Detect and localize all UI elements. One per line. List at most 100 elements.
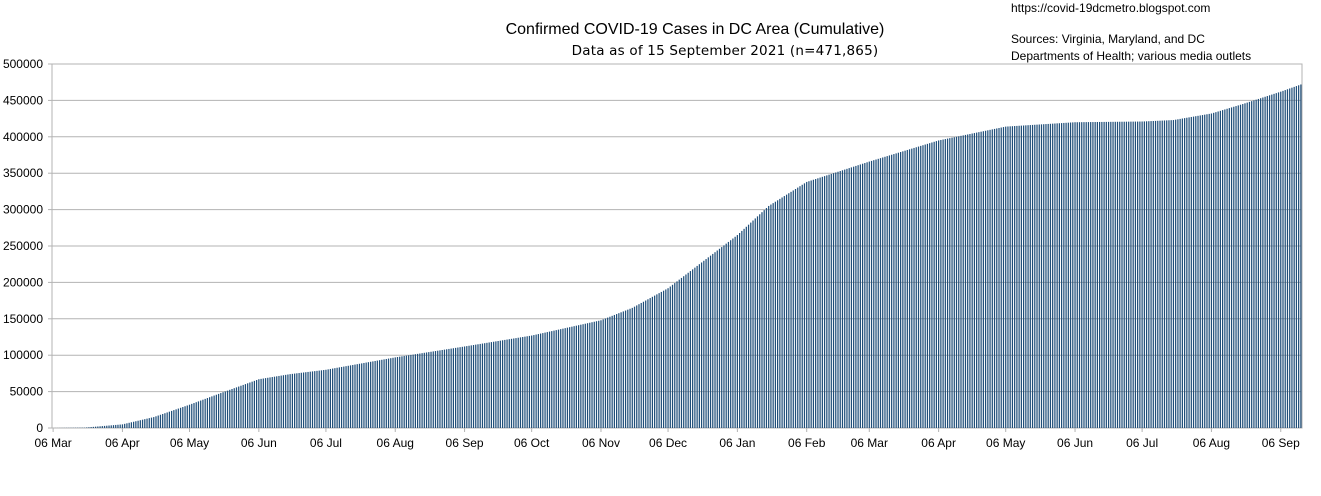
bar [522, 337, 524, 428]
bar [696, 265, 698, 428]
bar [345, 366, 347, 428]
bar [745, 226, 747, 428]
bar [515, 338, 517, 428]
bar [1137, 121, 1139, 428]
bar [584, 323, 586, 428]
bar [1300, 84, 1302, 428]
bar [133, 421, 135, 428]
bar [555, 330, 557, 428]
bar [535, 334, 537, 428]
bar [839, 171, 841, 428]
bar [649, 298, 651, 428]
bar [654, 295, 656, 428]
bar [1291, 87, 1293, 429]
bar [857, 165, 859, 428]
bar [354, 364, 356, 428]
bar [991, 129, 993, 428]
bar [832, 173, 835, 428]
bar [926, 143, 929, 428]
bar [278, 375, 280, 428]
bar [783, 196, 785, 428]
bar [841, 170, 844, 429]
bar [676, 281, 678, 428]
bar [385, 358, 387, 428]
bar [1210, 113, 1213, 428]
bar [548, 331, 551, 428]
bar [1101, 121, 1103, 428]
bar [1116, 121, 1119, 428]
bar [886, 156, 888, 428]
bar [846, 168, 848, 428]
bar [906, 149, 908, 428]
bar [785, 194, 788, 428]
y-tick-label: 150000 [3, 312, 43, 326]
bar [747, 224, 750, 428]
bar [1208, 113, 1210, 428]
bar [533, 335, 535, 428]
bar [884, 156, 886, 428]
bar [327, 369, 329, 428]
bar [917, 146, 920, 428]
bar [99, 426, 101, 428]
bar [399, 356, 401, 428]
bar [338, 367, 340, 428]
bar [226, 390, 229, 428]
bar [92, 426, 94, 428]
bar [837, 171, 839, 429]
bar [1253, 100, 1255, 429]
bar [320, 370, 323, 428]
bar [416, 353, 419, 428]
bar [1096, 122, 1099, 428]
bar [1199, 115, 1201, 429]
bar [835, 172, 837, 428]
bar [1266, 96, 1268, 428]
bar [1099, 121, 1101, 428]
bar [115, 424, 117, 428]
bar [414, 354, 416, 428]
bar [624, 310, 627, 428]
bar [781, 197, 783, 428]
bar [1273, 93, 1275, 428]
bar [349, 365, 352, 428]
bar [1175, 119, 1177, 429]
bar [660, 291, 662, 428]
bar [309, 371, 311, 428]
bar [184, 406, 186, 428]
bar [298, 373, 300, 428]
bar [542, 333, 544, 428]
bar [922, 145, 924, 428]
bar [455, 347, 457, 428]
bar [1154, 120, 1157, 428]
bar [1179, 118, 1181, 429]
bar [428, 352, 430, 428]
bar [1192, 116, 1195, 428]
bar [1027, 125, 1029, 428]
bar [437, 350, 439, 428]
bar [1139, 121, 1141, 428]
bar [888, 155, 891, 429]
bar [1087, 122, 1090, 428]
bar [186, 405, 188, 428]
bar [94, 426, 97, 428]
bar [1242, 104, 1244, 428]
bar [1271, 94, 1273, 428]
chart-subtitle: Data as of 15 September 2021 (n=471,865) [571, 43, 879, 59]
bar [157, 415, 159, 428]
bar [343, 366, 345, 428]
bar [403, 355, 405, 428]
bar [387, 358, 390, 428]
bar [662, 290, 665, 428]
bar [425, 352, 428, 428]
bar [117, 424, 119, 428]
bar [408, 355, 410, 428]
bar [609, 316, 611, 428]
bar [593, 321, 595, 428]
bar [179, 407, 182, 428]
bar [318, 370, 320, 428]
bar [177, 408, 179, 428]
bar [269, 377, 271, 428]
bar [897, 152, 899, 428]
x-tick-label: 06 Jul [310, 436, 342, 450]
bar [101, 426, 103, 428]
x-tick-label: 06 Feb [788, 436, 826, 450]
